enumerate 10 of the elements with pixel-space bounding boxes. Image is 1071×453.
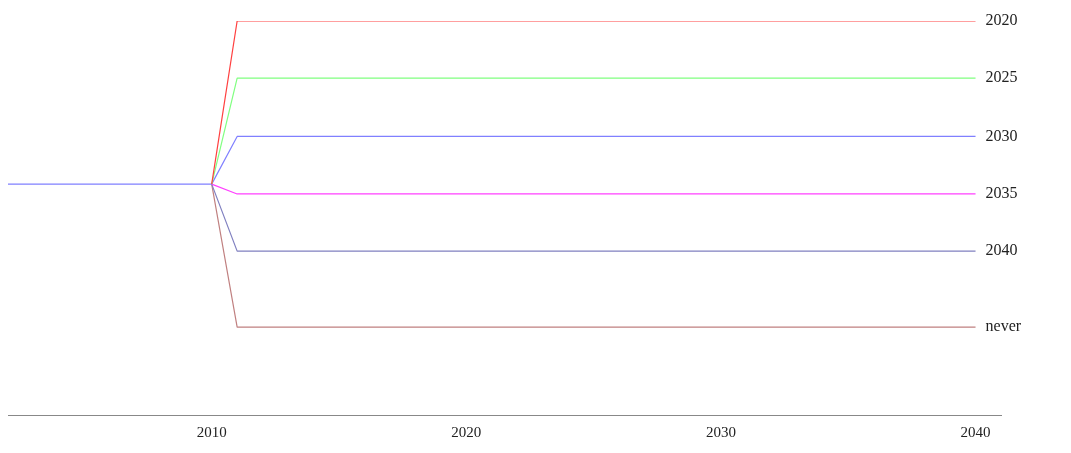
x-tick-label: 2040 (960, 423, 991, 440)
series-label: 2035 (985, 184, 1018, 202)
series-label: never (985, 317, 1022, 335)
x-tick-label: 2010 (196, 423, 227, 440)
x-tick-label: 2020 (451, 423, 482, 440)
series-label: 2020 (985, 11, 1018, 29)
series-label: 2040 (985, 241, 1018, 259)
series-label: 2025 (985, 68, 1018, 86)
x-tick-label: 2030 (705, 423, 736, 440)
series-label: 2030 (985, 126, 1018, 144)
